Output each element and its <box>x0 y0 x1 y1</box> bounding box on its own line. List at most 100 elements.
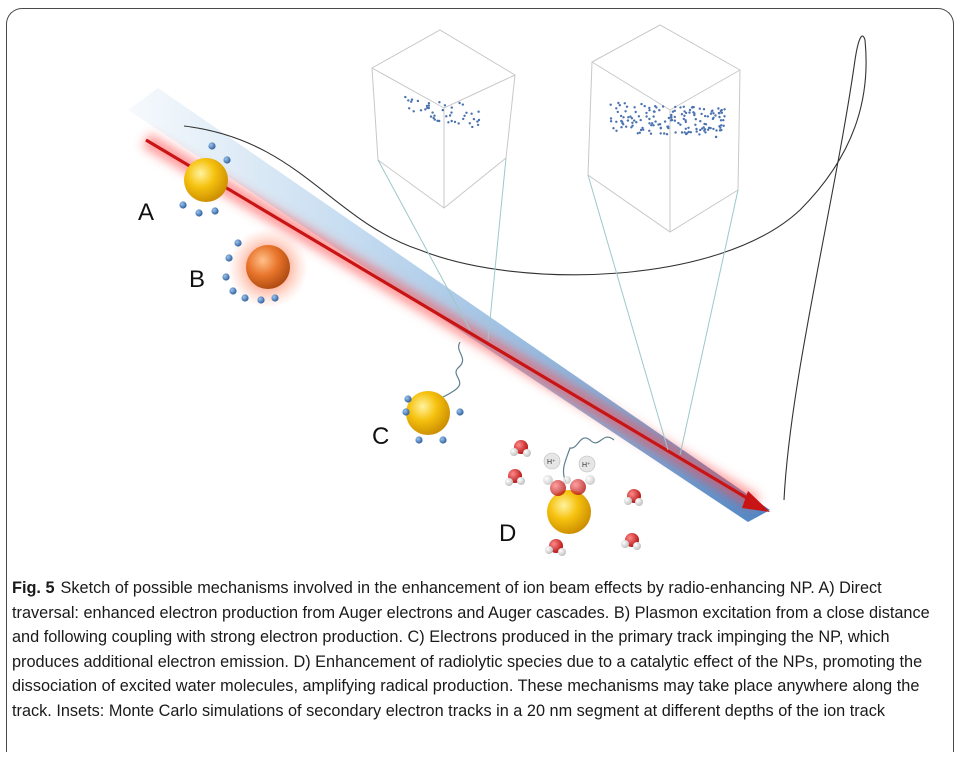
scatter-point <box>673 109 676 113</box>
scatter-point <box>609 117 613 120</box>
scatter-point <box>673 115 676 119</box>
scatter-point <box>679 106 682 109</box>
scatter-point <box>695 130 698 133</box>
scatter-point <box>684 127 687 130</box>
scatter-point <box>658 109 661 112</box>
scatter-point <box>663 120 667 123</box>
mechanism-b: B <box>189 228 308 308</box>
scatter-point <box>470 112 473 115</box>
scatter-point <box>702 108 706 111</box>
depth-dose-curve <box>183 35 867 501</box>
scatter-point <box>424 108 427 111</box>
scatter-point <box>688 108 692 112</box>
scatter-point <box>714 114 717 117</box>
label-c: C <box>372 423 389 450</box>
scatter-point <box>615 120 618 124</box>
scatter-point <box>683 114 686 118</box>
scatter-point <box>408 107 411 110</box>
scatter-point <box>667 116 671 120</box>
scatter-point <box>463 114 466 118</box>
scatter-point <box>645 111 648 115</box>
scatter-point <box>431 111 434 114</box>
scatter-point <box>641 126 644 130</box>
scatter-point <box>622 116 625 119</box>
scatter-point <box>631 121 634 125</box>
scatter-point <box>653 110 656 113</box>
scatter-point <box>674 105 677 109</box>
figure-frame <box>6 8 954 752</box>
scatter-point <box>722 124 725 128</box>
scatter-point <box>410 100 413 103</box>
scatter-point <box>443 104 447 107</box>
scatter-point <box>687 130 690 134</box>
mechanism-d: H⁺ H⁺ D <box>499 436 643 556</box>
scatter-point <box>462 117 465 121</box>
scatter-point <box>634 110 637 114</box>
scatter-point <box>670 118 674 122</box>
scatter-point <box>699 120 702 123</box>
scatter-point <box>715 129 718 132</box>
scatter-point <box>638 131 641 134</box>
scatter-point <box>612 127 615 130</box>
scatter-point <box>704 114 707 118</box>
scatter-point <box>673 119 677 122</box>
scatter-point <box>652 115 655 118</box>
scatter-point <box>718 115 721 119</box>
scatter-point <box>679 123 682 126</box>
scatter-point <box>693 112 696 115</box>
scatter-point <box>620 120 624 124</box>
scatter-point <box>453 120 457 124</box>
scatter-point <box>666 125 669 128</box>
scatter-point <box>652 124 655 127</box>
scatter-point <box>720 128 723 132</box>
scatter-point <box>615 129 618 132</box>
scatter-point <box>615 107 618 110</box>
scatter-point <box>623 102 626 105</box>
scatter-point <box>674 131 677 134</box>
scatter-point <box>624 110 627 113</box>
inset-scatter-right <box>609 101 726 139</box>
scatter-point <box>722 119 725 122</box>
ion-beam-arrowhead <box>742 491 770 512</box>
scatter-point <box>625 105 629 108</box>
scatter-point <box>661 105 665 108</box>
scatter-point <box>609 103 612 106</box>
scatter-point <box>694 118 697 121</box>
scatter-point <box>714 135 718 139</box>
scatter-point <box>701 127 704 130</box>
scatter-point <box>671 110 675 113</box>
caption-text: Sketch of possible mechanisms involved i… <box>12 579 930 720</box>
scatter-point <box>704 131 707 134</box>
scatter-point <box>630 117 634 120</box>
scatter-point <box>719 119 723 122</box>
inset-projection-lines <box>377 157 739 456</box>
scatter-point <box>706 115 710 118</box>
scatter-point <box>619 114 623 118</box>
scatter-point <box>445 115 448 118</box>
scatter-point <box>477 110 480 113</box>
scatter-point <box>720 124 723 127</box>
scatter-point <box>689 131 692 134</box>
inset-scatter-left <box>404 95 481 129</box>
scatter-point <box>433 114 436 117</box>
scatter-point <box>711 109 714 112</box>
scatter-point <box>655 106 658 109</box>
scatter-point <box>419 109 423 112</box>
scatter-point <box>448 114 452 117</box>
scatter-point <box>677 121 680 125</box>
mechanism-sketch: A B C <box>128 24 867 556</box>
scatter-point <box>643 104 646 108</box>
protons: H⁺ H⁺ <box>543 452 596 473</box>
scatter-point <box>648 122 651 125</box>
scatter-point <box>636 132 639 135</box>
label-d: D <box>499 520 516 547</box>
scatter-point <box>425 104 429 108</box>
scatter-point <box>704 123 708 126</box>
scatter-point <box>461 103 464 106</box>
scatter-point <box>618 104 621 107</box>
scatter-point <box>626 119 630 122</box>
scatter-point <box>682 105 685 109</box>
scatter-point <box>639 128 643 132</box>
scatter-point <box>683 131 686 134</box>
label-a: A <box>138 199 154 226</box>
